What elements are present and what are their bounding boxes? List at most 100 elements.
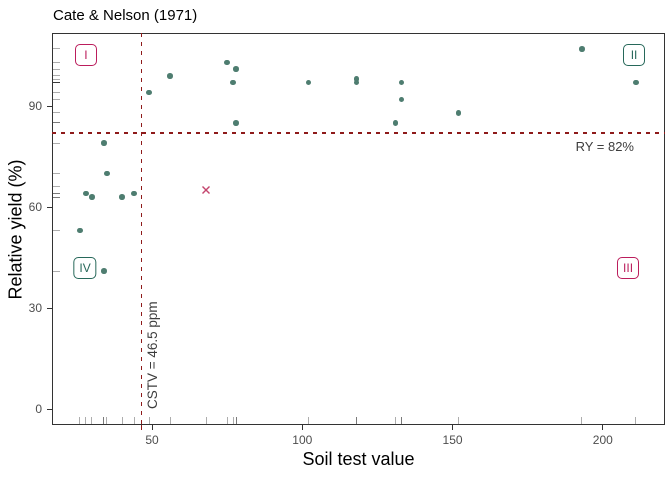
x-tick xyxy=(301,425,303,430)
y-rug-mark xyxy=(53,82,60,83)
y-rug-mark xyxy=(53,92,60,94)
x-rug-mark xyxy=(355,417,357,424)
x-rug-mark xyxy=(148,417,150,424)
y-rug-mark xyxy=(53,75,60,77)
y-rug-mark xyxy=(53,172,60,174)
cstv-annotation-text: CSTV = 46.5 ppm xyxy=(145,301,161,410)
y-tick-label: 0 xyxy=(35,402,42,417)
x-rug-mark xyxy=(400,417,402,424)
data-point xyxy=(233,120,239,126)
y-tick xyxy=(47,307,52,309)
y-rug-mark xyxy=(53,112,60,114)
data-point xyxy=(398,96,405,103)
y-rug-mark xyxy=(53,193,60,195)
data-point xyxy=(101,140,107,146)
quadrant-label-i: I xyxy=(74,43,97,66)
data-point xyxy=(230,79,236,86)
data-point xyxy=(233,66,239,72)
y-tick-label: 60 xyxy=(28,200,42,215)
ry-annotation: RY = 82% xyxy=(575,139,634,155)
data-point xyxy=(633,79,639,86)
data-point xyxy=(101,268,107,274)
data-point xyxy=(353,79,360,86)
x-rug-mark xyxy=(91,417,93,424)
y-rug-mark xyxy=(53,82,60,83)
cstv-line xyxy=(140,33,143,425)
quadrant-label-ii: II xyxy=(623,43,646,66)
x-tick-label: 50 xyxy=(145,433,159,447)
y-rug-mark xyxy=(53,196,60,198)
x-rug-mark xyxy=(635,417,637,424)
x-rug-mark xyxy=(133,417,135,424)
data-point xyxy=(224,59,230,66)
outlier-marker xyxy=(201,182,211,194)
chart-title: Cate & Nelson (1971) xyxy=(53,7,198,24)
data-point xyxy=(89,194,95,200)
y-tick-label: 30 xyxy=(28,301,42,316)
y-rug-mark xyxy=(53,82,60,83)
x-rug-mark xyxy=(121,417,123,424)
data-point xyxy=(353,76,360,82)
y-rug-mark xyxy=(53,193,60,195)
data-point xyxy=(146,89,152,96)
y-rug-mark xyxy=(53,186,60,188)
y-tick xyxy=(47,206,52,208)
x-rug-mark xyxy=(85,417,87,424)
x-tick-label: 150 xyxy=(442,433,463,447)
x-rug-mark xyxy=(79,417,81,424)
x-tick-label: 200 xyxy=(592,433,613,447)
y-rug-mark xyxy=(53,142,60,144)
y-rug-mark xyxy=(53,230,60,232)
data-point xyxy=(305,79,312,86)
y-tick-label: 90 xyxy=(28,99,42,114)
data-point xyxy=(455,110,462,116)
data-point xyxy=(77,227,83,234)
x-rug-mark xyxy=(205,417,207,424)
quadrant-label-iii: III xyxy=(617,257,640,280)
y-rug-mark xyxy=(53,61,60,63)
y-tick xyxy=(47,105,52,107)
x-tick xyxy=(151,425,153,430)
quadrant-label-iv: IV xyxy=(73,257,97,280)
data-point xyxy=(83,190,89,197)
y-tick xyxy=(47,408,52,410)
x-rug-mark xyxy=(226,417,228,424)
x-rug-mark xyxy=(235,417,237,424)
x-rug-mark xyxy=(106,417,108,424)
x-tick-label: 100 xyxy=(292,433,313,447)
y-rug-mark xyxy=(53,98,60,100)
y-rug-mark xyxy=(53,196,60,198)
x-rug-mark xyxy=(169,417,171,424)
y-rug-mark xyxy=(53,48,60,50)
x-rug-mark xyxy=(103,417,105,424)
y-axis-label-text: Relative yield (%) xyxy=(5,158,26,300)
data-point xyxy=(131,190,137,197)
y-rug-mark xyxy=(53,82,60,83)
y-rug-mark xyxy=(53,82,60,83)
x-axis-label: Soil test value xyxy=(302,449,415,469)
y-axis-label: Relative yield (%) xyxy=(0,33,32,425)
x-rug-mark xyxy=(232,417,234,424)
ry-line xyxy=(52,132,665,134)
cstv-axis-tick xyxy=(140,425,143,430)
y-rug-mark xyxy=(53,122,60,124)
x-rug-mark xyxy=(394,417,396,424)
x-rug-mark xyxy=(581,417,583,424)
x-rug-mark xyxy=(400,417,402,424)
x-rug-mark xyxy=(355,417,357,424)
x-tick xyxy=(452,425,454,430)
x-tick xyxy=(602,425,604,430)
data-point xyxy=(104,170,110,177)
y-rug-mark xyxy=(53,270,60,272)
x-rug-mark xyxy=(103,417,105,424)
x-marker-icon xyxy=(202,185,211,194)
data-point xyxy=(167,73,173,79)
y-rug-mark xyxy=(53,122,60,124)
x-rug-mark xyxy=(307,417,309,424)
data-point xyxy=(392,120,399,126)
plot-panel xyxy=(52,33,665,425)
data-point xyxy=(119,194,125,200)
x-rug-mark xyxy=(235,417,237,424)
x-rug-mark xyxy=(458,417,460,424)
